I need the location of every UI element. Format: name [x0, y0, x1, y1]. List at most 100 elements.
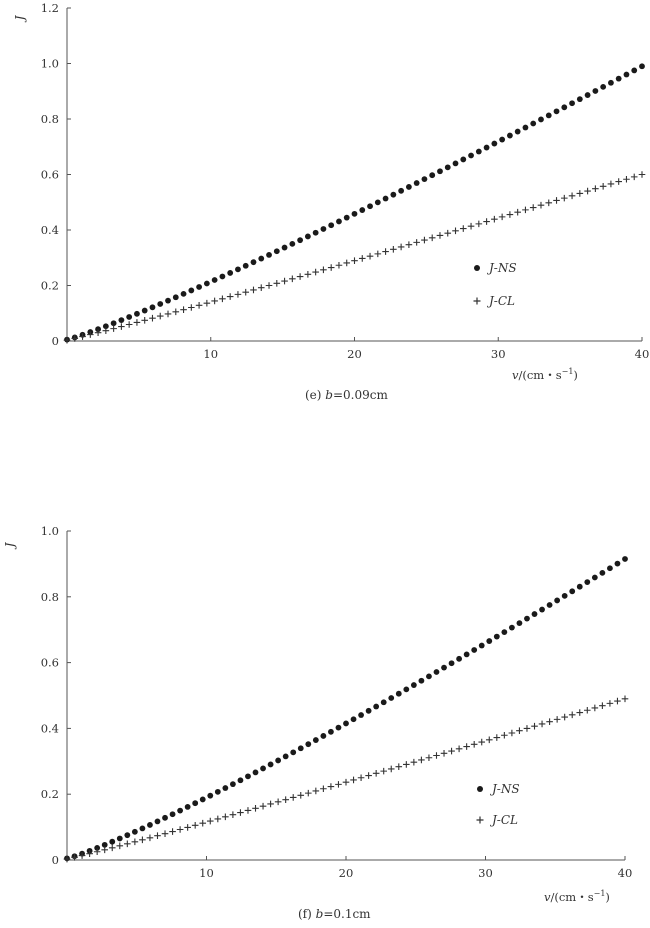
data-point-dot	[639, 63, 645, 70]
data-point-dot	[429, 172, 436, 179]
data-point-plus	[219, 295, 226, 303]
data-point-plus	[282, 796, 289, 803]
data-point-plus	[289, 275, 296, 283]
data-point-dot	[297, 237, 304, 244]
data-point-dot	[531, 611, 538, 617]
data-point-plus	[553, 716, 561, 723]
x-axis-label: v/(cm・s−1)	[544, 889, 610, 904]
data-point-dot	[203, 280, 210, 287]
data-point-dot	[554, 597, 561, 604]
data-point-plus	[387, 765, 395, 773]
data-point-plus	[211, 297, 218, 305]
data-point-dot	[367, 203, 373, 210]
data-point-dot	[312, 737, 319, 743]
data-point-plus	[273, 279, 281, 287]
data-point-plus	[71, 335, 79, 342]
data-point-plus	[576, 190, 584, 197]
y-tick-label: 1.0	[41, 57, 59, 71]
data-point-plus	[131, 838, 139, 846]
legend-marker-dot	[477, 786, 483, 792]
data-point-plus	[529, 204, 537, 211]
data-point-plus	[561, 713, 568, 721]
data-point-plus	[149, 314, 156, 322]
data-point-dot	[101, 841, 108, 848]
data-point-dot	[184, 804, 191, 810]
data-point-dot	[576, 96, 583, 103]
legend-marker-plus	[473, 297, 481, 305]
data-point-plus	[491, 215, 498, 223]
data-point-dot	[207, 792, 214, 799]
y-tick-label: 1.0	[41, 524, 59, 538]
data-point-dot	[222, 785, 229, 791]
data-point-plus	[418, 756, 425, 764]
data-point-dot	[501, 629, 508, 636]
data-point-plus	[242, 288, 250, 296]
data-point-plus	[395, 763, 403, 770]
data-point-dot	[539, 606, 545, 613]
data-point-dot	[281, 244, 288, 251]
data-point-dot	[390, 191, 397, 198]
data-point-dot	[499, 136, 506, 143]
data-point-dot	[475, 148, 482, 155]
x-axis-label: v/(cm・s−1)	[512, 367, 578, 382]
data-point-plus	[380, 767, 388, 775]
data-point-plus	[428, 234, 436, 242]
data-point-dot	[95, 326, 101, 333]
data-point-dot	[235, 266, 241, 273]
legend-marker-dot	[474, 265, 480, 271]
data-point-dot	[545, 112, 552, 119]
data-point-dot	[172, 294, 179, 301]
data-point-dot	[124, 832, 131, 839]
data-point-plus	[357, 774, 365, 782]
data-point-plus	[583, 706, 591, 714]
data-point-plus	[63, 336, 71, 344]
data-point-dot	[229, 781, 236, 788]
data-point-dot	[109, 838, 116, 845]
data-point-dot	[147, 822, 153, 828]
data-point-plus	[560, 194, 568, 202]
data-point-plus	[638, 171, 646, 178]
data-point-plus	[87, 331, 94, 338]
data-point-dot	[592, 88, 599, 94]
data-point-plus	[203, 299, 211, 307]
y-tick-label: 0.8	[41, 112, 59, 126]
data-point-plus	[366, 252, 374, 260]
data-point-dot	[365, 707, 372, 714]
data-point-plus	[343, 259, 351, 267]
y-tick-label: 0	[52, 334, 59, 348]
data-point-dot	[452, 160, 459, 167]
data-point-dot	[157, 301, 164, 307]
data-point-plus	[365, 772, 372, 779]
data-point-plus	[522, 206, 529, 214]
data-point-dot	[134, 310, 140, 317]
data-point-plus	[214, 815, 222, 823]
data-point-dot	[199, 796, 206, 803]
data-point-dot	[328, 222, 335, 229]
data-point-plus	[312, 787, 320, 795]
chart-panel-f: 00.20.40.60.81.010 20 30 40Jv/(cm・s−1)J-NSJ…	[3, 524, 632, 921]
data-point-plus	[463, 743, 470, 750]
data-point-dot	[237, 777, 244, 784]
data-point-dot	[245, 773, 251, 780]
data-point-dot	[524, 615, 530, 622]
data-point-dot	[126, 314, 133, 320]
data-point-dot	[388, 695, 395, 701]
data-point-dot	[448, 660, 455, 667]
data-point-plus	[229, 811, 237, 819]
panel-caption: (f) b=0.1cm	[298, 907, 371, 921]
data-point-dot	[297, 745, 304, 752]
data-point-dot	[569, 100, 575, 107]
data-point-dot	[405, 184, 412, 190]
data-point-plus	[351, 257, 358, 265]
data-point-plus	[498, 213, 506, 221]
data-point-dot	[351, 210, 358, 217]
data-point-plus	[403, 761, 410, 768]
data-point-dot	[553, 108, 560, 115]
data-point-dot	[335, 724, 342, 731]
data-point-dot	[154, 818, 161, 825]
data-point-dot	[374, 199, 381, 206]
data-point-plus	[265, 282, 273, 289]
data-point-dot	[267, 761, 274, 768]
data-point-dot	[227, 270, 234, 276]
data-point-plus	[506, 211, 514, 218]
